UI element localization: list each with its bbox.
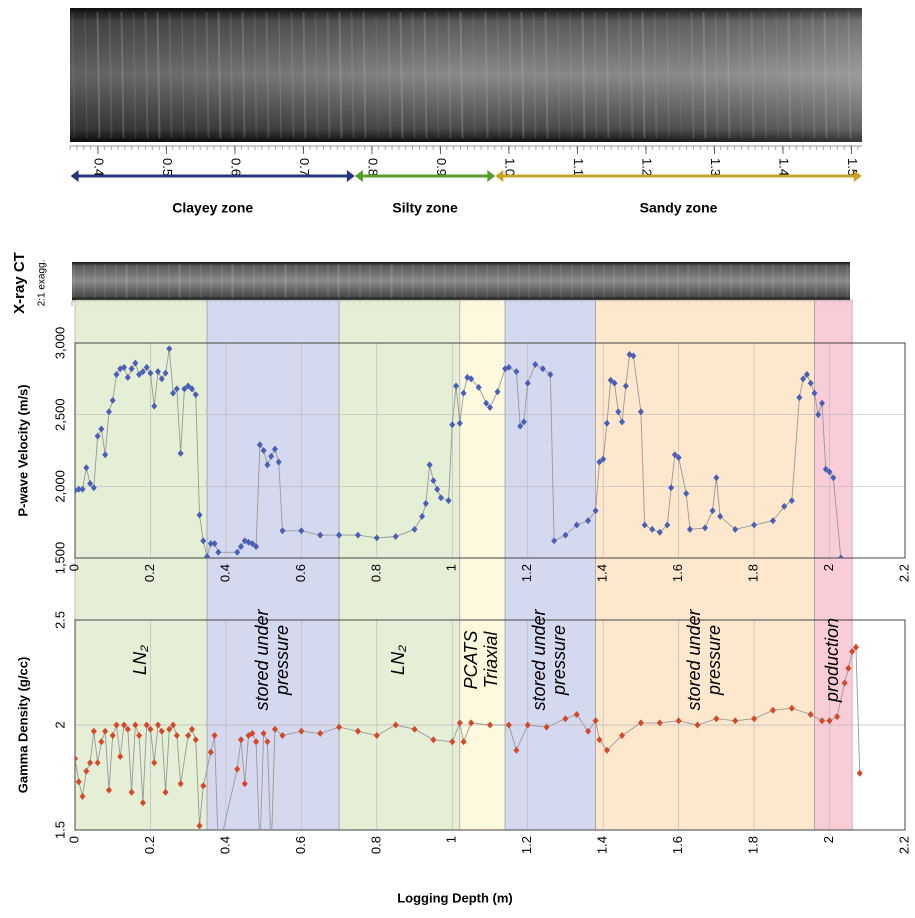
data-point (257, 848, 263, 855)
ruler-label: 0.5 (160, 158, 175, 176)
treatment-label: production (822, 618, 842, 703)
x-tick-label: 1.6 (670, 836, 685, 854)
ruler-label: 0.6 (229, 158, 244, 176)
zone-label: Sandy zone (640, 200, 718, 216)
x-tick-label: 0.2 (142, 564, 157, 582)
ruler-label: 0.8 (366, 158, 381, 176)
y-tick-label: 2,500 (52, 398, 67, 431)
treatment-label: Triaxial (481, 631, 501, 689)
ruler-label: 1.0 (503, 158, 518, 176)
y-axis-title: P-wave Velocity (m/s) (15, 384, 30, 516)
zone-label: Silty zone (392, 200, 458, 216)
ct-strip (72, 262, 850, 300)
treatment-label: pressure (272, 625, 292, 696)
x-tick-label: 0 (66, 564, 81, 571)
figure: X-ray CT 2:1 exagg. 0.4 0.5 0.6 0.7 0.8 0.9 1.… (0, 0, 915, 913)
y-tick-label: 1,500 (52, 542, 67, 575)
x-tick-label: 1.2 (519, 836, 534, 854)
x-tick-label: 0.4 (217, 564, 232, 582)
treatment-label: LN₂ (130, 645, 150, 675)
x-tick-label: 1.4 (595, 564, 610, 582)
treatment-zone (339, 300, 460, 830)
treatment-zone (596, 300, 815, 830)
x-tick-label: 1.2 (519, 564, 534, 582)
x-tick-label: 0 (66, 836, 81, 843)
core-ct-shade (70, 8, 862, 142)
treatment-label: LN₂ (388, 645, 408, 675)
treatment-label: PCATS (461, 631, 481, 690)
ruler-label: 1.2 (640, 158, 655, 176)
ruler-label: 1.4 (777, 158, 792, 176)
x-tick-label: 2 (821, 836, 836, 843)
treatment-label: stored under (529, 608, 549, 710)
x-tick-label: 1.6 (670, 564, 685, 582)
treatment-label: pressure (549, 625, 569, 696)
x-tick-label: 0.6 (293, 564, 308, 582)
x-tick-label: 2.2 (896, 836, 911, 854)
y-tick-label: 1.5 (52, 821, 67, 839)
xray-ct-note: 2:1 exagg. (37, 260, 48, 307)
treatment-label: stored under (684, 608, 704, 710)
x-tick-label: 0.8 (368, 564, 383, 582)
data-point (857, 770, 863, 777)
x-tick-label: 1.8 (746, 836, 761, 854)
x-tick-label: 0.2 (142, 836, 157, 854)
treatment-label: pressure (704, 625, 724, 696)
y-tick-label: 2 (52, 721, 67, 728)
y-tick-label: 3,000 (52, 327, 67, 360)
x-axis-title: Logging Depth (m) (397, 890, 513, 905)
y-tick-label: 2,000 (52, 470, 67, 503)
data-point (268, 848, 274, 855)
x-tick-label: 1.8 (746, 564, 761, 582)
x-tick-label: 2 (821, 564, 836, 571)
treatment-label: stored under (252, 608, 272, 710)
x-tick-label: 1.4 (595, 836, 610, 854)
x-tick-label: 0.8 (368, 836, 383, 854)
y-tick-label: 2.5 (52, 611, 67, 629)
ruler-label: 0.7 (297, 158, 312, 176)
ruler-label: 0.9 (434, 158, 449, 176)
y-axis-title: Gamma Density (g/cc) (15, 657, 30, 794)
xray-ct-label: X-ray CT (11, 252, 28, 314)
ruler-label: 1.1 (571, 158, 586, 176)
x-tick-label: 1 (444, 564, 459, 571)
x-tick-label: 1 (444, 836, 459, 843)
zone-label: Clayey zone (172, 200, 253, 216)
ruler-label: 0.4 (92, 158, 107, 176)
ruler-label: 1.3 (708, 158, 723, 176)
x-tick-label: 2.2 (896, 564, 911, 582)
x-tick-label: 0.6 (293, 836, 308, 854)
page: {"core_image":{"scale_ticks":[0.4,0.5,0.… (0, 0, 915, 918)
x-tick-label: 0.4 (217, 836, 232, 854)
